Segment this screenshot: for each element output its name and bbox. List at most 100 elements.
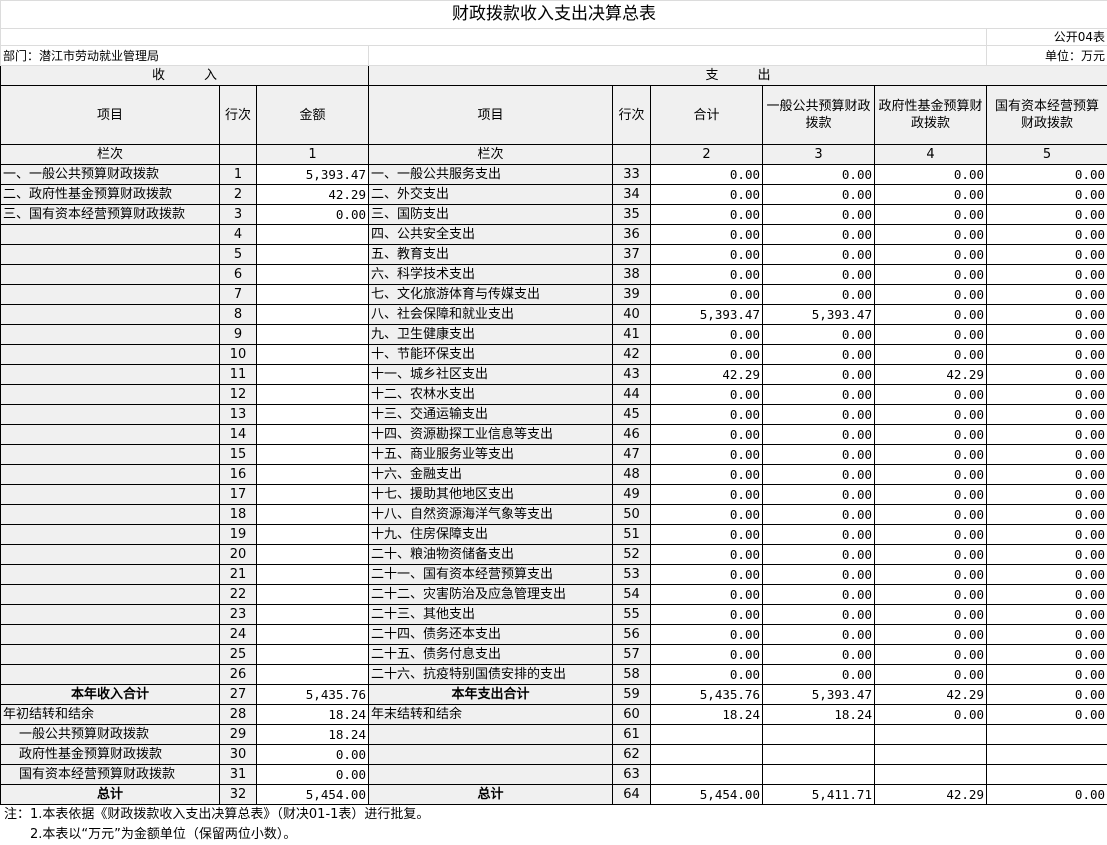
state-capital-amount: 0.00: [987, 685, 1107, 705]
general-budget-amount: 5,393.47: [763, 305, 875, 325]
income-item: [1, 565, 220, 585]
expense-total: 0.00: [651, 545, 763, 565]
state-capital-amount: [987, 745, 1107, 765]
income-amount: 18.24: [257, 705, 369, 725]
income-row-no: 3: [220, 205, 257, 225]
income-item: [1, 505, 220, 525]
expense-row-no: 56: [613, 625, 651, 645]
income-amount: [257, 465, 369, 485]
general-budget-amount: [763, 725, 875, 745]
expense-item: 二十六、抗疫特别国债安排的支出: [369, 665, 613, 685]
expense-row-no: 38: [613, 265, 651, 285]
expense-total: 5,435.76: [651, 685, 763, 705]
gov-fund-amount: 0.00: [875, 325, 987, 345]
income-row-no: 25: [220, 645, 257, 665]
income-item: [1, 305, 220, 325]
expense-total: 0.00: [651, 325, 763, 345]
state-capital-amount: [987, 765, 1107, 785]
gov-fund-amount: 42.29: [875, 685, 987, 705]
gov-fund-amount: 0.00: [875, 405, 987, 425]
general-budget-amount: 0.00: [763, 285, 875, 305]
income-row-no: 16: [220, 465, 257, 485]
gov-fund-amount: 0.00: [875, 445, 987, 465]
expense-total: 5,454.00: [651, 785, 763, 805]
expense-total: 0.00: [651, 525, 763, 545]
general-budget-amount: 0.00: [763, 205, 875, 225]
income-row-no: 1: [220, 165, 257, 185]
income-item: [1, 325, 220, 345]
gov-fund-amount: [875, 725, 987, 745]
state-capital-amount: 0.00: [987, 245, 1107, 265]
state-capital-header: 国有资本经营预算财政拨款: [987, 86, 1107, 145]
state-capital-amount: 0.00: [987, 525, 1107, 545]
expense-total: 0.00: [651, 625, 763, 645]
income-amount: 0.00: [257, 765, 369, 785]
gov-fund-header: 政府性基金预算财政拨款: [875, 86, 987, 145]
income-row-no: 28: [220, 705, 257, 725]
gov-fund-amount: 0.00: [875, 645, 987, 665]
expense-total: 0.00: [651, 205, 763, 225]
income-item: [1, 265, 220, 285]
income-amount: [257, 625, 369, 645]
income-amount: [257, 305, 369, 325]
income-row-no: 15: [220, 445, 257, 465]
expense-row-no: 46: [613, 425, 651, 445]
state-capital-amount: 0.00: [987, 465, 1107, 485]
general-budget-amount: 0.00: [763, 525, 875, 545]
expense-total: 0.00: [651, 445, 763, 465]
general-budget-amount: 0.00: [763, 225, 875, 245]
income-amount: [257, 225, 369, 245]
gov-fund-amount: 0.00: [875, 625, 987, 645]
income-item: [1, 345, 220, 365]
income-amount: [257, 505, 369, 525]
state-capital-amount: 0.00: [987, 445, 1107, 465]
expense-total: 5,393.47: [651, 305, 763, 325]
income-row-no-header: 行次: [220, 86, 257, 145]
income-row-no: 22: [220, 585, 257, 605]
income-amount: [257, 265, 369, 285]
expense-item: 十六、金融支出: [369, 465, 613, 485]
expense-row-no: 64: [613, 785, 651, 805]
gov-fund-amount: 0.00: [875, 265, 987, 285]
expense-row-no: 61: [613, 725, 651, 745]
general-budget-amount: 5,393.47: [763, 685, 875, 705]
expense-item: 十、节能环保支出: [369, 345, 613, 365]
col-index-3: 3: [763, 145, 875, 165]
income-row-no: 8: [220, 305, 257, 325]
gov-fund-amount: 0.00: [875, 225, 987, 245]
note-1: 注：1.本表依据《财政拨款收入支出决算总表》（财决01-1表）进行批复。: [4, 805, 1107, 825]
income-row-no: 5: [220, 245, 257, 265]
income-amount: [257, 425, 369, 445]
expense-item: 五、教育支出: [369, 245, 613, 265]
expense-row-no: 51: [613, 525, 651, 545]
expense-total: 0.00: [651, 265, 763, 285]
expense-item: [369, 745, 613, 765]
department-label: 部门：潜江市劳动就业管理局: [1, 46, 369, 66]
income-amount: [257, 245, 369, 265]
state-capital-amount: 0.00: [987, 205, 1107, 225]
gov-fund-amount: 0.00: [875, 165, 987, 185]
expense-total: 0.00: [651, 425, 763, 445]
income-item: [1, 625, 220, 645]
col-index-label: 栏次: [1, 145, 220, 165]
expense-total: 0.00: [651, 185, 763, 205]
expense-row-no: 44: [613, 385, 651, 405]
gov-fund-amount: 0.00: [875, 305, 987, 325]
general-budget-amount: 0.00: [763, 345, 875, 365]
gov-fund-amount: 0.00: [875, 605, 987, 625]
income-item: 本年收入合计: [1, 685, 220, 705]
gov-fund-amount: 0.00: [875, 345, 987, 365]
general-budget-amount: [763, 745, 875, 765]
state-capital-amount: 0.00: [987, 265, 1107, 285]
income-row-no: 19: [220, 525, 257, 545]
expense-row-no: 42: [613, 345, 651, 365]
income-amount: [257, 345, 369, 365]
